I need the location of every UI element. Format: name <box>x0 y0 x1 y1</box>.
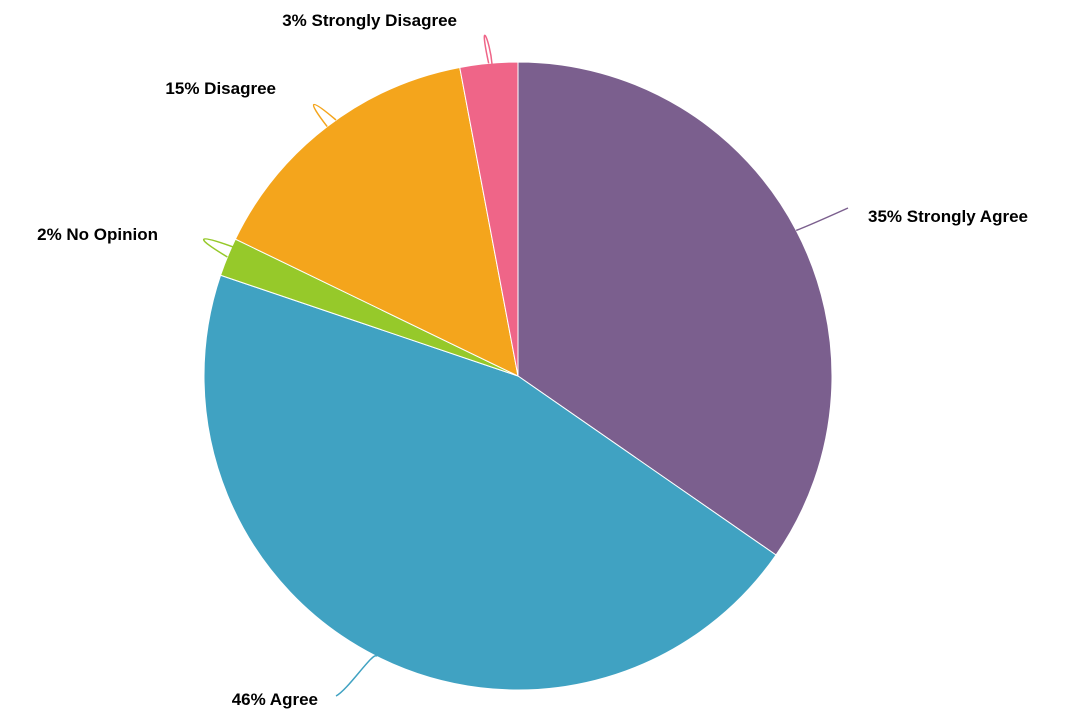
pie-slices <box>203 61 833 691</box>
leader-line-agree <box>335 655 378 697</box>
slice-label-no-opinion: 2% No Opinion <box>37 225 158 244</box>
leader-line-no-opinion <box>203 238 237 258</box>
pie-slice-disagree <box>234 66 519 377</box>
pie-slice-strongly-agree <box>517 61 833 556</box>
leader-lines <box>203 34 849 697</box>
slice-label-strongly-agree: 35% Strongly Agree <box>868 207 1028 226</box>
slice-labels: 35% Strongly Agree 46% Agree 2% No Opinion… <box>37 11 1028 709</box>
slice-label-agree: 46% Agree <box>232 690 318 709</box>
slice-label-disagree: 15% Disagree <box>165 79 276 98</box>
leader-line-disagree <box>312 103 337 128</box>
leader-line-strongly-agree <box>795 207 849 232</box>
leader-line-strongly-disagree <box>483 34 493 65</box>
slice-label-strongly-disagree: 3% Strongly Disagree <box>282 11 457 30</box>
